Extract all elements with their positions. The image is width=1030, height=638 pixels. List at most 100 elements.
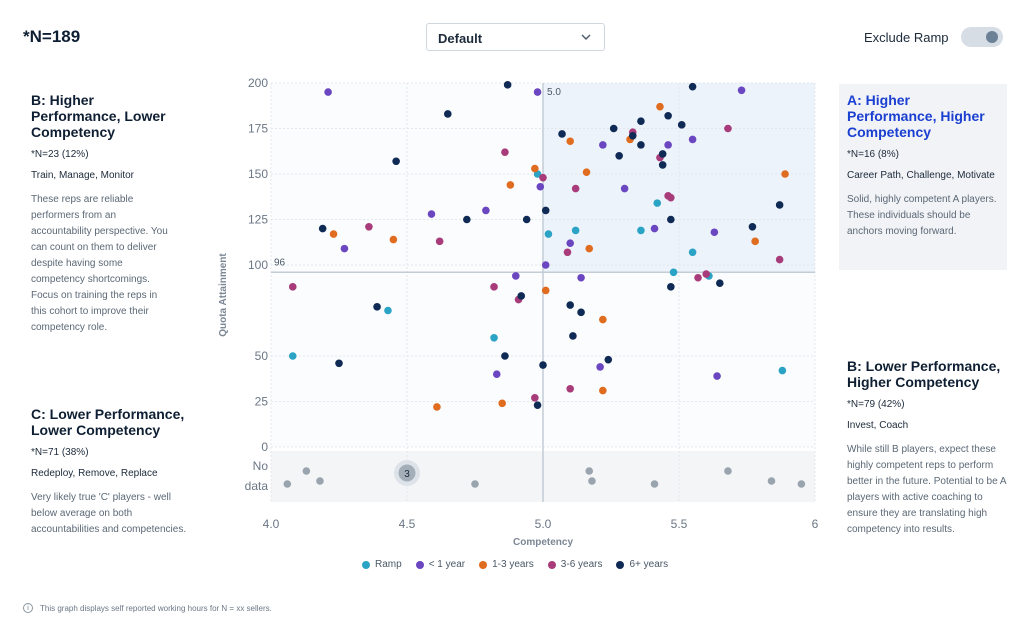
legend-label: Ramp bbox=[375, 559, 402, 570]
data-point bbox=[713, 372, 721, 380]
legend-swatch bbox=[547, 560, 556, 569]
quadrant-count: *N=79 (42%) bbox=[847, 399, 905, 410]
data-point bbox=[569, 332, 577, 340]
data-point bbox=[694, 273, 702, 282]
chevron-down-icon bbox=[581, 34, 591, 40]
quadrant-actions: Train, Manage, Monitor bbox=[31, 170, 135, 181]
data-point bbox=[541, 286, 550, 295]
quadrant-actions: Redeploy, Remove, Replace bbox=[31, 468, 158, 479]
data-point bbox=[628, 131, 637, 140]
data-point bbox=[318, 224, 327, 233]
cluster-count: 3 bbox=[404, 469, 410, 480]
data-point bbox=[482, 206, 490, 215]
data-point bbox=[664, 111, 672, 120]
y-tick-label: 100 bbox=[248, 258, 268, 272]
data-point bbox=[365, 222, 373, 231]
data-point bbox=[335, 359, 343, 368]
data-point bbox=[531, 164, 539, 173]
legend-swatch bbox=[362, 560, 370, 569]
legend-swatch bbox=[616, 560, 625, 569]
data-point bbox=[522, 215, 531, 224]
legend-swatch bbox=[415, 560, 424, 569]
quadrant-description: While still B players, expect these high… bbox=[847, 444, 1006, 535]
data-point bbox=[577, 308, 585, 317]
y-reference-label: 96 bbox=[274, 257, 286, 268]
quadrant-c: C: Lower Performance, Lower Competency *… bbox=[31, 406, 191, 538]
legend-label: 3-6 years bbox=[560, 559, 603, 570]
data-point bbox=[501, 148, 509, 156]
data-point bbox=[596, 363, 604, 371]
data-point bbox=[531, 394, 539, 402]
data-point bbox=[558, 130, 566, 138]
info-icon: i bbox=[23, 603, 33, 613]
data-point bbox=[599, 141, 607, 149]
legend-item: 3-6 years bbox=[547, 559, 603, 570]
x-tick-label: 5.5 bbox=[671, 517, 688, 531]
y-tick-label: 25 bbox=[255, 395, 269, 409]
quadrant-title: B: Lower Performance, Higher Competency bbox=[847, 358, 1001, 390]
data-point bbox=[503, 81, 512, 89]
data-point bbox=[688, 135, 697, 144]
quadrant-count: *N=16 (8%) bbox=[847, 149, 899, 160]
data-point bbox=[539, 361, 547, 369]
data-point bbox=[599, 315, 607, 324]
data-point bbox=[490, 334, 498, 342]
data-point bbox=[324, 88, 332, 96]
quadrant-title: A: Higher Performance, Higher Competency bbox=[847, 92, 985, 140]
dropdown-value: Default bbox=[438, 31, 483, 46]
legend-swatch bbox=[479, 560, 488, 569]
data-point bbox=[650, 224, 659, 233]
data-point bbox=[609, 124, 618, 133]
data-point bbox=[724, 124, 732, 133]
data-point bbox=[541, 261, 550, 269]
data-point bbox=[585, 244, 594, 253]
quadrant-b-high-performance: B: Higher Performance, Lower Competency … bbox=[31, 92, 171, 336]
data-point bbox=[637, 141, 645, 149]
data-point bbox=[536, 182, 545, 191]
quadrant-description: Solid, highly competent A players. These… bbox=[847, 194, 997, 237]
quadrant-description: Very likely true 'C' players - well belo… bbox=[31, 492, 187, 535]
quadrant-actions: Invest, Coach bbox=[847, 420, 909, 431]
quadrant-actions: Career Path, Challenge, Motivate bbox=[847, 170, 995, 181]
data-point bbox=[533, 88, 542, 96]
y-tick-label: 200 bbox=[248, 76, 268, 90]
data-point bbox=[604, 355, 613, 364]
x-tick-label: 6 bbox=[812, 517, 819, 531]
no-data-point bbox=[767, 477, 776, 485]
data-point bbox=[539, 173, 547, 182]
cluster-marker bbox=[398, 464, 416, 482]
data-point bbox=[389, 235, 398, 244]
no-data-point bbox=[585, 467, 594, 475]
quadrant-a: A: Higher Performance, Higher Competency… bbox=[839, 84, 1007, 270]
data-point bbox=[653, 199, 662, 207]
data-point bbox=[512, 272, 520, 280]
y-tick-label: 150 bbox=[248, 167, 268, 181]
data-point bbox=[340, 244, 349, 253]
data-point bbox=[737, 86, 746, 95]
data-point bbox=[566, 137, 574, 146]
x-tick-label: 5.0 bbox=[535, 517, 552, 531]
data-point bbox=[427, 210, 436, 218]
no-data-point bbox=[724, 467, 732, 475]
data-point bbox=[669, 268, 678, 277]
legend-item: 6+ years bbox=[616, 559, 668, 570]
data-point bbox=[444, 110, 452, 118]
quadrant-b-low-performance: B: Lower Performance, Higher Competency … bbox=[847, 358, 1012, 538]
footnote: i This graph displays self reported work… bbox=[23, 603, 272, 613]
x-axis-title: Competency bbox=[513, 537, 573, 548]
no-data-point bbox=[316, 477, 324, 485]
data-point bbox=[658, 150, 667, 158]
data-point bbox=[702, 270, 710, 278]
data-point bbox=[637, 226, 645, 235]
legend-label: 1-3 years bbox=[492, 559, 534, 570]
data-point bbox=[373, 303, 381, 311]
data-point bbox=[544, 230, 553, 238]
data-point bbox=[541, 206, 550, 215]
data-point bbox=[433, 403, 441, 411]
view-dropdown[interactable]: Default bbox=[426, 23, 605, 51]
exclude-ramp-toggle[interactable] bbox=[961, 27, 1003, 47]
quadrant-description: These reps are reliable performers from … bbox=[31, 194, 168, 333]
data-point bbox=[667, 215, 675, 224]
data-point bbox=[748, 222, 757, 231]
